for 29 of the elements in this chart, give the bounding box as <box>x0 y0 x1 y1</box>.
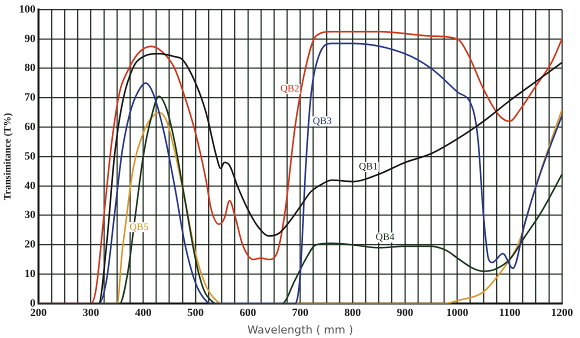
x-tick-label: 700 <box>292 307 309 320</box>
series-label: QB5 <box>130 222 148 233</box>
series-label: QB3 <box>312 116 332 127</box>
x-tick-label: 400 <box>134 307 152 320</box>
x-tick-label: 1000 <box>446 307 469 320</box>
y-tick-label: 80 <box>24 62 36 74</box>
x-tick-label: 1200 <box>551 307 574 320</box>
series-label: QB4 <box>376 232 395 244</box>
y-tick-label: 30 <box>24 209 36 222</box>
y-tick-label: 10 <box>24 268 36 280</box>
y-tick-label: 0 <box>30 297 36 310</box>
y-tick-label: 60 <box>24 121 36 134</box>
y-tick-label: 100 <box>19 3 36 16</box>
x-tick-label: 300 <box>82 307 100 320</box>
y-axis-title: Transimitance (T%) <box>2 112 14 200</box>
y-tick-label: 70 <box>24 92 36 104</box>
series-label: QB1 <box>358 162 378 173</box>
x-tick-label: 1100 <box>498 307 521 320</box>
x-axis-title: Wavelength ( mm ) <box>247 323 354 336</box>
x-tick-label: 600 <box>240 307 257 320</box>
y-tick-label: 90 <box>24 32 36 45</box>
series-label: QB2 <box>280 84 300 95</box>
x-tick-label: 900 <box>396 307 414 320</box>
y-tick-label: 20 <box>24 238 36 251</box>
x-tick-label: 200 <box>30 307 48 320</box>
x-tick-label: 500 <box>187 307 204 320</box>
y-tick-label: 40 <box>24 180 36 192</box>
y-tick-label: 50 <box>24 150 36 162</box>
x-tick-label: 800 <box>344 307 362 320</box>
